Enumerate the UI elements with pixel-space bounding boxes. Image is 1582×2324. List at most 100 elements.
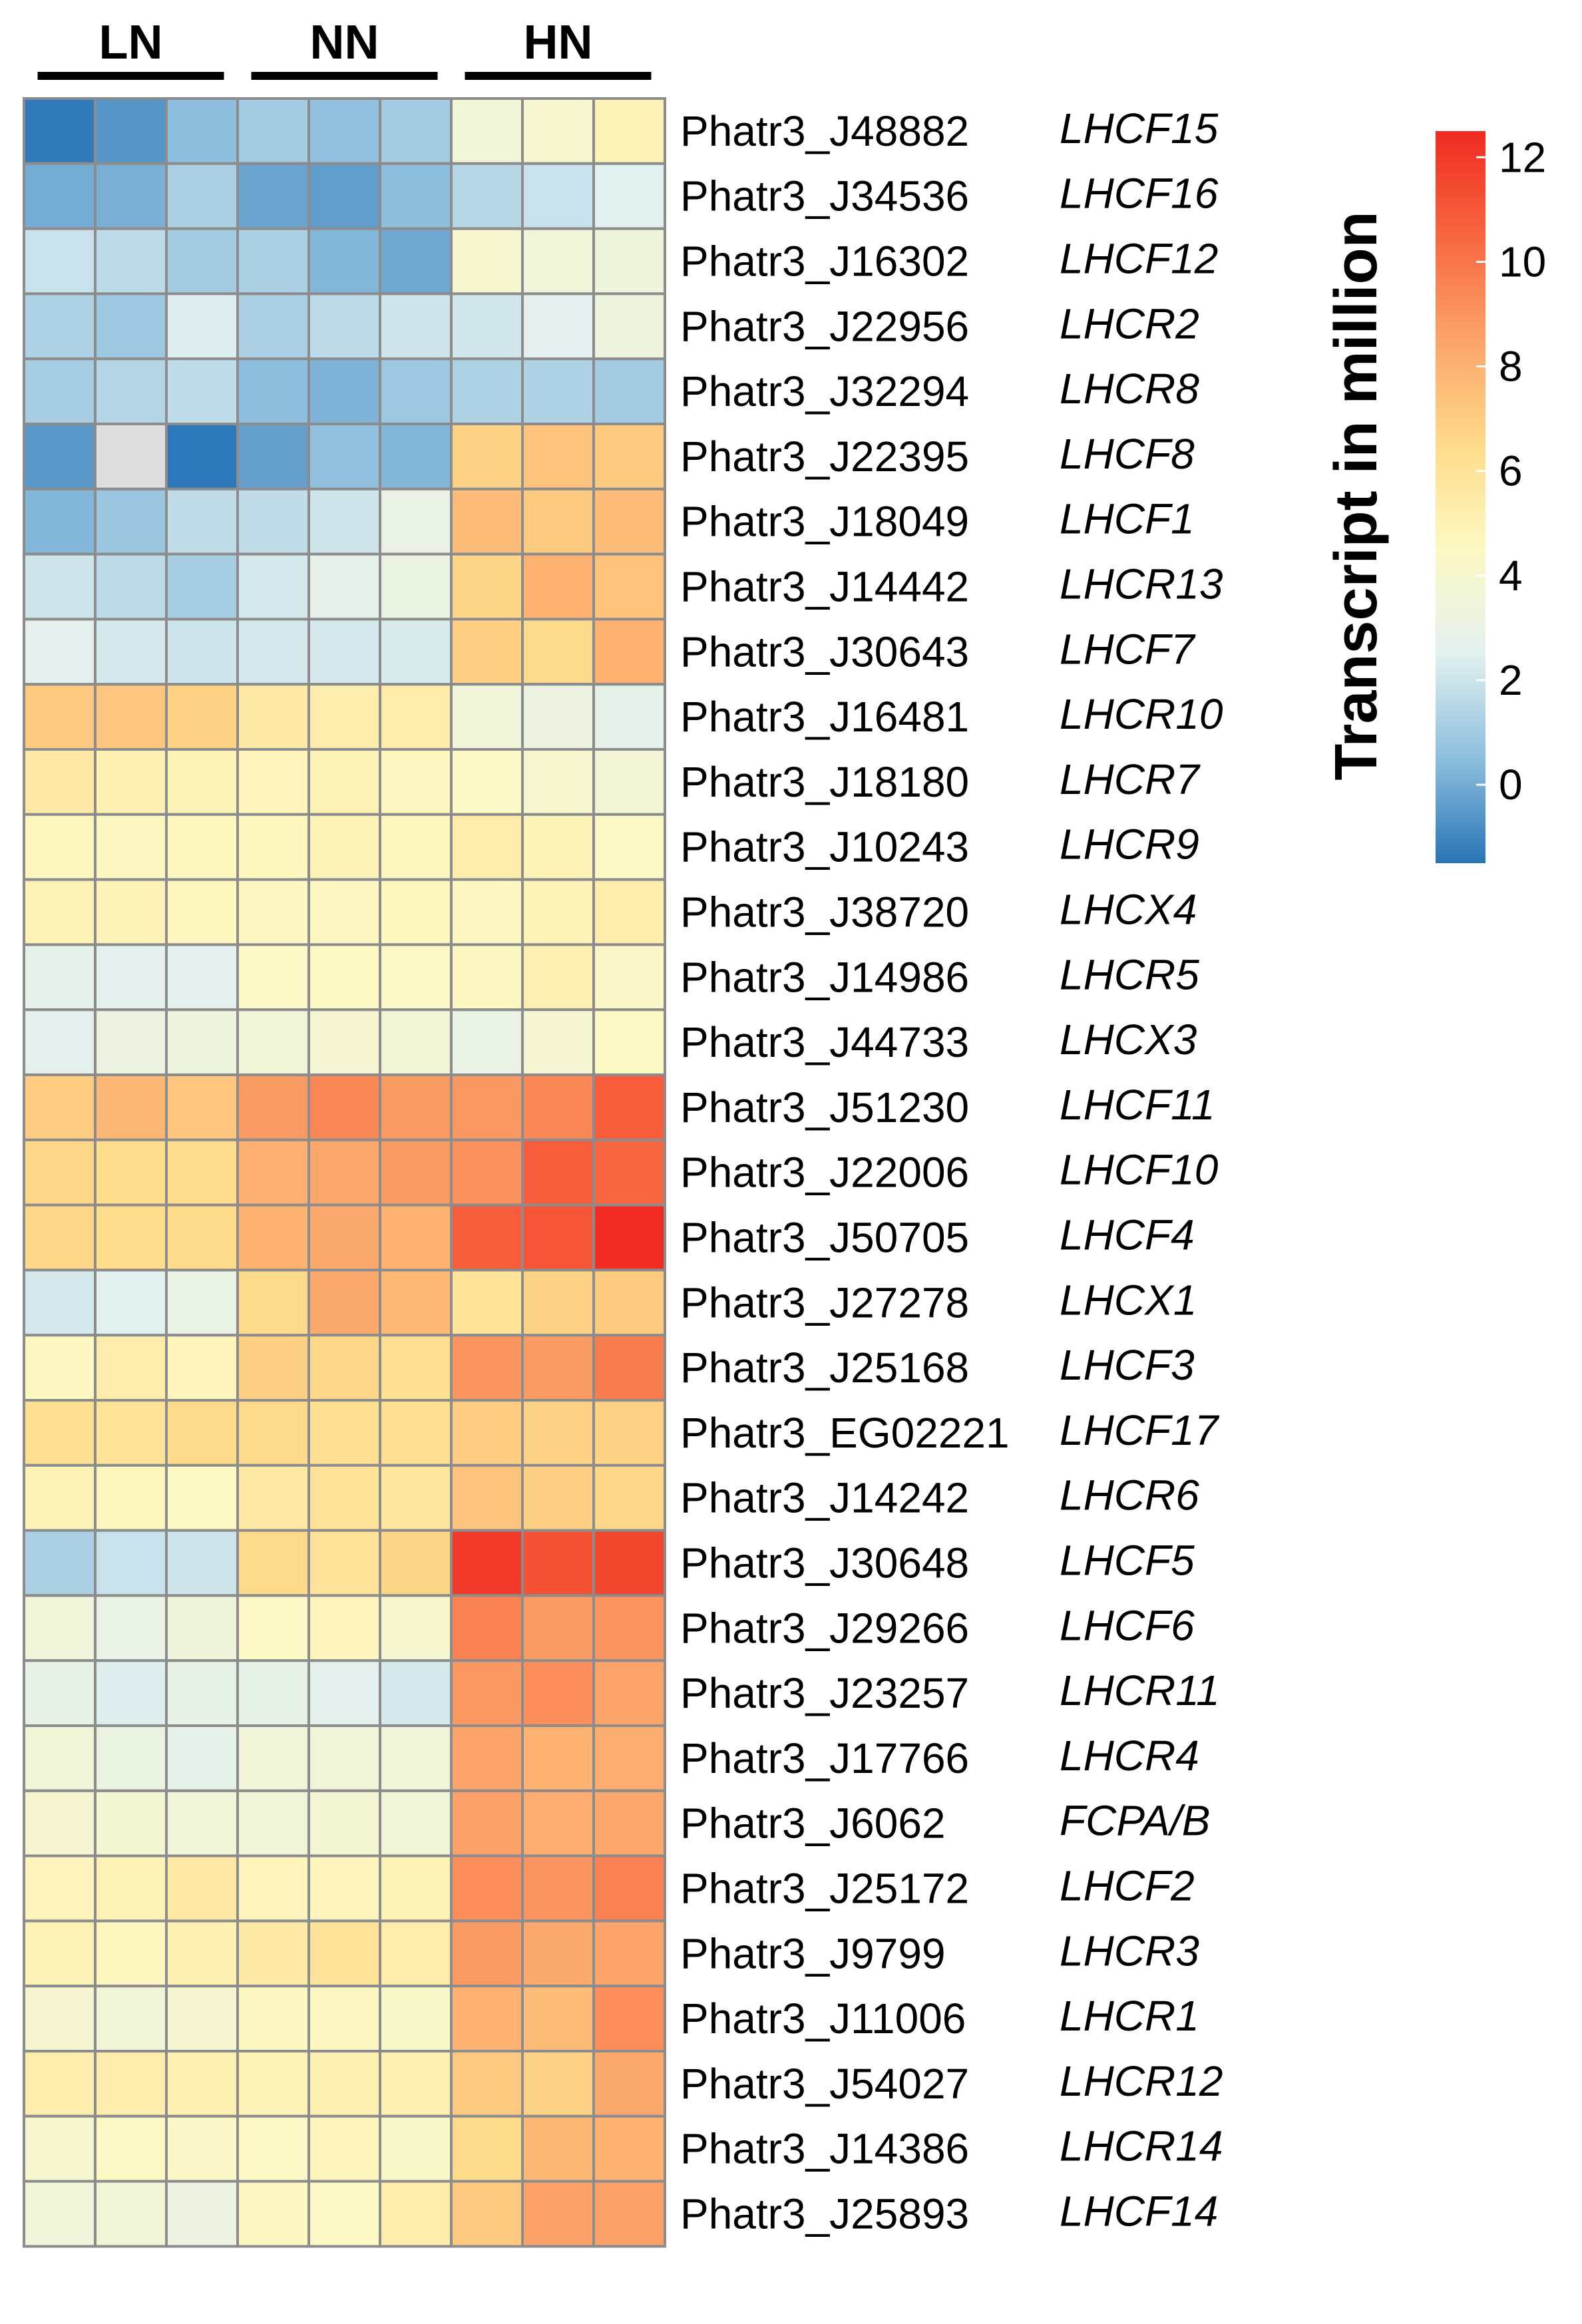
heatmap-cell — [165, 878, 239, 946]
heatmap-cell — [521, 683, 595, 751]
legend-colorbar — [1436, 131, 1485, 863]
heatmap-cell — [592, 1985, 666, 2052]
heatmap-cell — [94, 878, 168, 946]
heatmap-cell — [94, 2114, 168, 2183]
heatmap-cell — [307, 1789, 381, 1857]
heatmap-cell — [23, 1138, 97, 1207]
heatmap-cell — [94, 292, 168, 361]
heatmap-cell — [236, 1008, 310, 1076]
heatmap-cell — [307, 1138, 381, 1207]
heatmap-cell — [379, 97, 453, 165]
heatmap-cell — [236, 162, 310, 230]
heatmap-cell — [94, 423, 168, 490]
heatmap-cell — [379, 2114, 453, 2183]
heatmap-cell — [307, 878, 381, 946]
heatmap-cell — [236, 1854, 310, 1923]
heatmap-cell — [592, 357, 666, 426]
group-label-hn: HN — [524, 16, 593, 69]
heatmap-cell — [94, 227, 168, 295]
heatmap-cell — [450, 1789, 524, 1857]
heatmap-cell — [521, 1203, 595, 1272]
heatmap-cell — [307, 423, 381, 490]
heatmap-cell — [592, 748, 666, 816]
row-id-label: Phatr3_J23257 — [680, 1669, 969, 1717]
heatmap-cell — [236, 2180, 310, 2248]
row-id-label: Phatr3_J16481 — [680, 693, 969, 741]
heatmap-cell — [23, 618, 97, 686]
row-gene-label: LHCF10 — [1060, 1146, 1219, 1194]
group-header: LN NN HN — [37, 16, 652, 80]
heatmap-cell — [165, 162, 239, 230]
heatmap-cell — [379, 1008, 453, 1076]
row-gene-label: LHCF2 — [1060, 1862, 1195, 1910]
heatmap-cell — [94, 1789, 168, 1857]
heatmap-cell — [307, 292, 381, 361]
heatmap-cell — [23, 292, 97, 361]
heatmap-cell — [23, 552, 97, 621]
heatmap-cell — [94, 552, 168, 621]
heatmap-cell — [307, 357, 381, 426]
heatmap-cell — [94, 2050, 168, 2118]
heatmap-cell — [450, 1399, 524, 1467]
heatmap-cell — [236, 423, 310, 490]
row-id-label: Phatr3_J14986 — [680, 953, 969, 1001]
legend-tick-label: 4 — [1499, 552, 1523, 600]
heatmap-cell — [23, 423, 97, 490]
heatmap-cell — [236, 1463, 310, 1532]
heatmap-cell — [521, 162, 595, 230]
heatmap-cell — [307, 943, 381, 1012]
heatmap-cell — [165, 748, 239, 816]
heatmap-cell — [165, 1529, 239, 1597]
heatmap-cell — [23, 1594, 97, 1662]
heatmap-cell — [450, 1985, 524, 2052]
heatmap-cell — [379, 1985, 453, 2052]
heatmap-cell — [450, 683, 524, 751]
heatmap-cell — [592, 1334, 666, 1402]
heatmap-cell — [450, 748, 524, 816]
heatmap-cell — [236, 813, 310, 881]
heatmap-cell — [94, 1138, 168, 1207]
row-id-label: Phatr3_J38720 — [680, 888, 969, 936]
row-id-label: Phatr3_J14242 — [680, 1474, 969, 1522]
heatmap-cell — [307, 2180, 381, 2248]
heatmap-cell — [450, 2180, 524, 2248]
heatmap-cell — [521, 2180, 595, 2248]
heatmap-cell — [450, 1073, 524, 1141]
heatmap-cell — [592, 227, 666, 295]
heatmap-cell — [521, 1334, 595, 1402]
heatmap-cell — [592, 1854, 666, 1923]
heatmap-cell — [236, 1789, 310, 1857]
row-gene-label: LHCF7 — [1060, 625, 1196, 673]
heatmap-cell — [521, 423, 595, 490]
heatmap-cell — [379, 748, 453, 816]
heatmap-cell — [23, 1724, 97, 1792]
heatmap-cell — [165, 97, 239, 165]
heatmap-cell — [307, 1334, 381, 1402]
row-gene-label: LHCR14 — [1060, 2122, 1223, 2170]
heatmap-cell — [23, 1073, 97, 1141]
row-id-label: Phatr3_J22395 — [680, 433, 969, 481]
heatmap-cell — [592, 292, 666, 361]
heatmap-cell — [379, 357, 453, 426]
heatmap-cell — [165, 227, 239, 295]
heatmap-cell — [379, 1854, 453, 1923]
row-id-label: Phatr3_J30643 — [680, 628, 969, 676]
row-id-label: Phatr3_J25168 — [680, 1344, 969, 1392]
heatmap-cell — [379, 1659, 453, 1727]
heatmap-cell — [23, 1985, 97, 2052]
heatmap-cell — [592, 97, 666, 165]
heatmap-cell — [450, 943, 524, 1012]
heatmap-cell — [94, 357, 168, 426]
heatmap-cell — [379, 292, 453, 361]
row-gene-label: LHCF4 — [1060, 1211, 1195, 1259]
heatmap-cell — [379, 487, 453, 556]
heatmap-cell — [236, 2050, 310, 2118]
heatmap-cell — [165, 1203, 239, 1272]
row-id-label: Phatr3_EG02221 — [680, 1409, 1010, 1457]
heatmap-cell — [521, 1529, 595, 1597]
heatmap-cell — [450, 357, 524, 426]
heatmap-cell — [379, 813, 453, 881]
row-id-label: Phatr3_J34536 — [680, 172, 969, 220]
heatmap-cell — [521, 878, 595, 946]
